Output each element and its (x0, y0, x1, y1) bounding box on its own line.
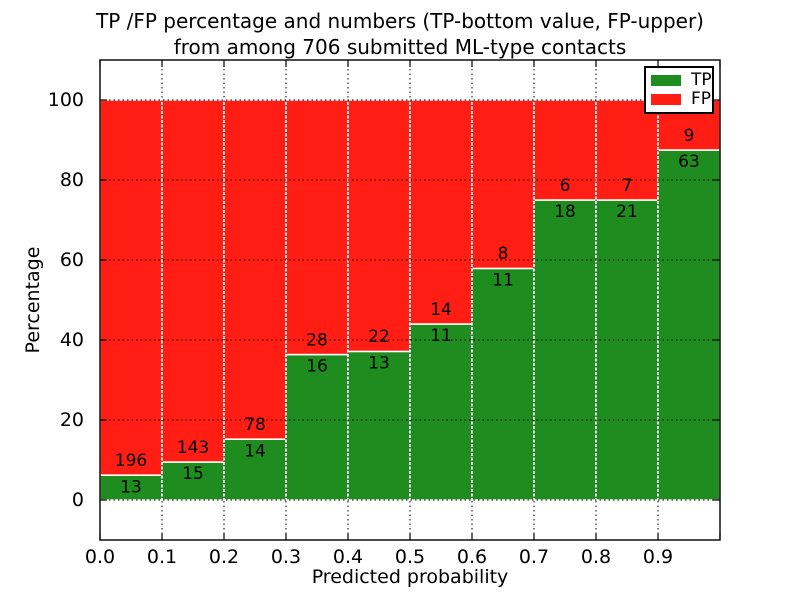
legend-item-fp: FP (651, 89, 712, 109)
y-tick-label-100: 100 (48, 89, 84, 111)
x-tick-label-0.2: 0.2 (209, 546, 239, 568)
chart-title-line1: TP /FP percentage and numbers (TP-bottom… (96, 9, 704, 33)
tp-count-label-0: 13 (120, 477, 142, 497)
x-tick-label-0.1: 0.1 (147, 546, 177, 568)
fp-count-label-5: 14 (430, 300, 452, 320)
bar-fp-1 (161, 99, 225, 463)
y-tick-label-80: 80 (60, 169, 84, 191)
legend-label-fp: FP (691, 89, 712, 109)
bar-tp-5 (409, 323, 473, 501)
fp-count-label-8: 7 (622, 176, 633, 196)
tp-color-swatch (651, 75, 681, 86)
tp-count-label-4: 13 (368, 354, 390, 374)
fp-count-label-7: 6 (560, 176, 571, 196)
bar-fp-5 (409, 99, 473, 325)
tp-count-label-8: 21 (616, 202, 638, 222)
bar-tp-6 (471, 267, 535, 501)
fp-count-label-4: 22 (368, 327, 390, 347)
bar-tp-9 (657, 149, 721, 501)
fp-count-label-6: 8 (498, 244, 509, 264)
x-tick-label-0.4: 0.4 (333, 546, 363, 568)
fp-count-label-2: 78 (244, 415, 266, 435)
fp-count-label-9: 9 (684, 126, 695, 146)
tp-count-label-6: 11 (492, 271, 514, 291)
bar-fp-3 (285, 99, 349, 356)
tp-count-label-9: 63 (678, 152, 700, 172)
y-tick-label-40: 40 (60, 329, 84, 351)
bar-tp-4 (347, 350, 411, 501)
y-axis-label: Percentage (22, 246, 44, 354)
chart-title-line2: from among 706 submitted ML-type contact… (173, 35, 627, 59)
tp-count-label-5: 11 (430, 326, 452, 346)
x-tick-label-0.3: 0.3 (271, 546, 301, 568)
fp-color-swatch (651, 94, 681, 105)
bar-fp-4 (347, 99, 411, 353)
legend-item-tp: TP (651, 70, 712, 90)
bar-tp-2 (223, 438, 287, 501)
tp-count-label-1: 15 (182, 464, 204, 484)
y-tick-label-0: 0 (72, 489, 84, 511)
tp-count-label-3: 16 (306, 357, 328, 377)
bar-tp-7 (533, 199, 597, 501)
tp-count-label-2: 14 (244, 441, 266, 461)
legend-label-tp: TP (691, 70, 712, 90)
x-tick-label-0.6: 0.6 (457, 546, 487, 568)
x-tick-label-0.7: 0.7 (519, 546, 549, 568)
x-tick-label-0.0: 0.0 (85, 546, 115, 568)
fp-count-label-0: 196 (115, 451, 147, 471)
y-tick-label-60: 60 (60, 249, 84, 271)
bar-fp-6 (471, 99, 535, 270)
x-tick-label-0.9: 0.9 (643, 546, 673, 568)
chart-title: TP /FP percentage and numbers (TP-bottom… (10, 8, 790, 60)
x-axis-label: Predicted probability (311, 566, 509, 588)
tp-count-label-7: 18 (554, 202, 576, 222)
x-tick-label-0.8: 0.8 (581, 546, 611, 568)
fp-count-label-1: 143 (177, 438, 209, 458)
y-tick-label-20: 20 (60, 409, 84, 431)
bar-fp-0 (99, 99, 163, 476)
bar-fp-2 (223, 99, 287, 440)
legend: TP FP (644, 66, 714, 114)
fp-count-label-3: 28 (306, 330, 328, 350)
bar-tp-8 (595, 199, 659, 501)
x-tick-label-0.5: 0.5 (395, 546, 425, 568)
